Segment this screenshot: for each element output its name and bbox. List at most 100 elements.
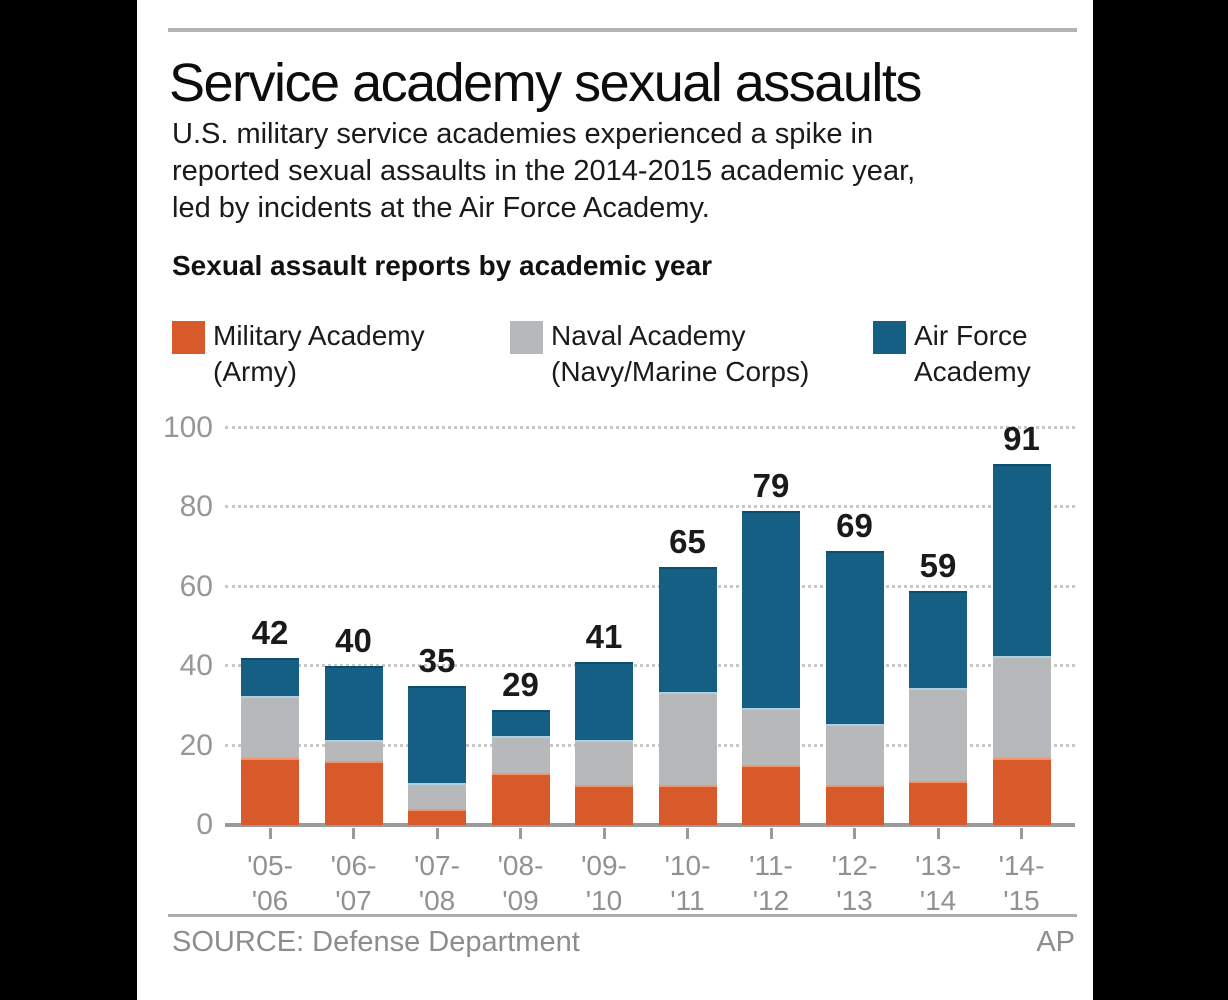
- bar-segment-af-07: [408, 686, 466, 786]
- x-category-label: '08- '09: [466, 848, 576, 918]
- bar-segment-navy-06: [324, 741, 383, 762]
- bar-segment-af-12: [825, 551, 884, 726]
- bar-total-label: 41: [585, 618, 623, 656]
- bar-segment-af-14: [992, 463, 1051, 659]
- bar-segment-af-06: [324, 666, 383, 742]
- legend-label: Academy: [914, 356, 1031, 387]
- bar-segment-navy-07: [408, 785, 466, 810]
- bar-segment-army-14: [992, 757, 1051, 825]
- x-label-line: '13: [836, 885, 873, 916]
- bar-segment-af-10: [658, 566, 717, 694]
- x-label-line: '08-: [497, 850, 544, 881]
- bar-total-label: 69: [836, 507, 873, 545]
- bar-total-label: 40: [335, 622, 372, 660]
- footer-divider: [168, 914, 1077, 917]
- y-gridline-100: [225, 426, 1075, 429]
- x-axis-tick: [352, 828, 355, 839]
- subtitle-line: U.S. military service academies experien…: [172, 118, 874, 150]
- x-label-line: '10: [585, 885, 623, 916]
- y-axis-label-0: 0: [196, 808, 213, 841]
- bar-segment-af-13: [909, 590, 967, 691]
- x-axis-tick: [1020, 828, 1023, 839]
- x-category-label: '14- '15: [967, 848, 1077, 918]
- bar-total-label: 91: [1003, 419, 1040, 457]
- bar-segment-navy-12: [825, 725, 884, 786]
- bar-segment-af-09: [575, 662, 633, 742]
- y-axis-label-100: 100: [162, 411, 213, 444]
- x-axis-tick: [686, 828, 689, 839]
- x-axis-tick: [435, 828, 439, 839]
- x-label-line: '06-: [330, 850, 377, 881]
- x-label-line: '15: [1003, 885, 1040, 916]
- bar-segment-army-06: [324, 761, 383, 825]
- x-label-line: '05-: [247, 850, 293, 881]
- bar-segment-army-10: [658, 785, 717, 825]
- x-label-line: '06: [251, 885, 289, 916]
- y-gridline-40: [225, 664, 1075, 668]
- bar-segment-navy-13: [909, 690, 967, 782]
- x-label-line: '13-: [915, 850, 961, 881]
- bar-segment-af-05: [241, 658, 299, 698]
- legend-swatch-navy: [510, 321, 543, 354]
- x-label-line: '12-: [831, 850, 878, 881]
- bar-total-label: 65: [669, 522, 706, 560]
- x-label-line: '12: [752, 885, 790, 916]
- subtitle-line: led by incidents at the Air Force Academ…: [172, 192, 710, 224]
- bar-total-label: 35: [418, 642, 456, 680]
- x-category-label: '07- '08: [382, 848, 492, 918]
- x-label-line: '14: [919, 885, 957, 916]
- chart-plot-area: 0 20 40 60 80 100 42 '05- '06 40 '06- '07 35 '07- '08 2…: [137, 0, 1093, 1000]
- bar-segment-af-11: [742, 511, 800, 710]
- x-axis-line: [225, 823, 1075, 827]
- legend-swatch-army: [172, 321, 205, 354]
- x-axis-tick: [268, 828, 272, 839]
- legend-label: Naval Academy: [551, 320, 746, 351]
- bar-segment-army-07: [408, 809, 466, 825]
- x-label-line: '07: [335, 885, 372, 916]
- x-category-label: '09- '10: [549, 848, 659, 918]
- bar-segment-army-13: [909, 781, 967, 825]
- bar-segment-navy-05: [241, 697, 299, 758]
- bar-total-label: 59: [919, 546, 957, 584]
- bar-segment-army-11: [742, 765, 800, 825]
- x-label-line: '07-: [414, 850, 460, 881]
- bar-segment-army-05: [241, 757, 299, 825]
- infographic: Service academy sexual assaults U.S. mil…: [137, 0, 1093, 1000]
- source-credit: SOURCE: Defense Department: [172, 926, 580, 958]
- y-axis-label-80: 80: [179, 490, 213, 524]
- bar-segment-army-08: [491, 773, 550, 825]
- subtitle-line: reported sexual assaults in the 2014-201…: [172, 155, 916, 187]
- x-label-line: '11: [670, 885, 705, 916]
- chart-title: Sexual assault reports by academic year: [172, 250, 713, 281]
- bar-segment-navy-14: [992, 658, 1051, 758]
- x-label-line: '14-: [998, 850, 1045, 881]
- subtitle: U.S. military service academies experien…: [172, 116, 1052, 227]
- x-category-label: '06- '07: [299, 848, 409, 918]
- y-gridline-60: [225, 584, 1075, 588]
- x-label-line: '10-: [664, 850, 711, 881]
- bar-segment-navy-08: [491, 737, 550, 774]
- page-title: Service academy sexual assaults: [169, 53, 922, 113]
- legend-swatch-air-force: [873, 321, 906, 354]
- y-gridline-20: [225, 743, 1075, 747]
- bar-segment-navy-09: [575, 741, 633, 786]
- x-category-label: '13- '14: [883, 848, 993, 918]
- x-axis-tick: [519, 828, 522, 839]
- y-gridline-80: [225, 505, 1075, 509]
- x-category-label: '10- '11: [633, 848, 743, 918]
- legend-label: (Navy/Marine Corps): [551, 356, 810, 387]
- x-category-label: '11- '12: [716, 848, 826, 918]
- bar-segment-af-08: [491, 709, 550, 738]
- bar-total-label: 79: [752, 467, 790, 505]
- y-axis-label-20: 20: [179, 728, 213, 762]
- legend-label: (Army): [213, 356, 297, 387]
- x-category-label: '05- '06: [215, 848, 325, 918]
- legend-label: Air Force: [914, 320, 1028, 351]
- x-axis-tick: [853, 828, 856, 839]
- bar-segment-navy-11: [742, 709, 800, 766]
- x-label-line: '09: [502, 885, 539, 916]
- ap-credit: AP: [1036, 926, 1075, 958]
- x-axis-tick: [769, 828, 773, 839]
- bar-total-label: 42: [251, 614, 289, 652]
